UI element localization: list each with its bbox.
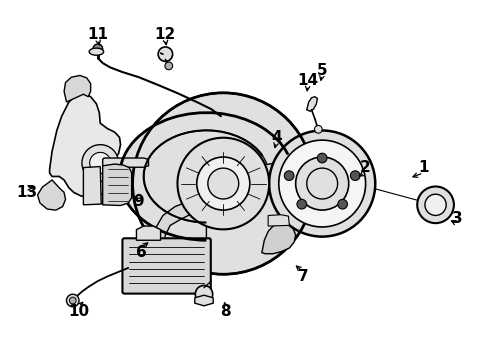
Text: 6: 6: [136, 245, 147, 260]
Circle shape: [279, 140, 366, 227]
Circle shape: [67, 294, 79, 307]
Text: 14: 14: [297, 73, 318, 88]
Text: 11: 11: [87, 27, 108, 42]
Circle shape: [338, 199, 347, 209]
Text: 1: 1: [418, 160, 429, 175]
Circle shape: [196, 285, 213, 303]
Circle shape: [425, 194, 446, 215]
Polygon shape: [262, 223, 295, 254]
Polygon shape: [268, 215, 290, 226]
Circle shape: [165, 62, 172, 70]
Circle shape: [93, 44, 103, 54]
Circle shape: [208, 168, 239, 199]
Text: 2: 2: [359, 160, 370, 175]
Polygon shape: [38, 180, 66, 210]
Text: 13: 13: [16, 185, 38, 200]
Text: 8: 8: [220, 303, 231, 319]
Polygon shape: [120, 113, 290, 240]
Text: 12: 12: [155, 27, 176, 42]
Circle shape: [90, 152, 111, 174]
Polygon shape: [49, 93, 121, 197]
Text: 7: 7: [297, 269, 308, 284]
Circle shape: [269, 130, 375, 237]
Circle shape: [417, 186, 454, 223]
Circle shape: [284, 171, 294, 180]
Text: 9: 9: [134, 194, 144, 209]
Circle shape: [158, 47, 172, 62]
Ellipse shape: [89, 48, 104, 55]
Polygon shape: [64, 76, 91, 102]
Circle shape: [177, 138, 269, 229]
Circle shape: [295, 157, 349, 210]
Circle shape: [307, 168, 338, 199]
Text: 10: 10: [68, 303, 89, 319]
Polygon shape: [195, 295, 213, 306]
Circle shape: [82, 145, 119, 181]
Text: 5: 5: [317, 63, 327, 78]
Circle shape: [70, 297, 76, 304]
Polygon shape: [103, 164, 132, 206]
Text: 4: 4: [271, 130, 282, 145]
Circle shape: [197, 157, 250, 210]
Polygon shape: [83, 167, 101, 205]
Circle shape: [318, 153, 327, 163]
Text: 3: 3: [452, 211, 463, 226]
Circle shape: [133, 93, 314, 274]
Polygon shape: [153, 202, 197, 244]
Circle shape: [315, 125, 322, 133]
Circle shape: [350, 171, 360, 180]
Circle shape: [297, 199, 307, 209]
FancyBboxPatch shape: [122, 238, 211, 294]
Polygon shape: [307, 97, 318, 111]
Polygon shape: [103, 158, 148, 167]
Polygon shape: [136, 226, 161, 240]
